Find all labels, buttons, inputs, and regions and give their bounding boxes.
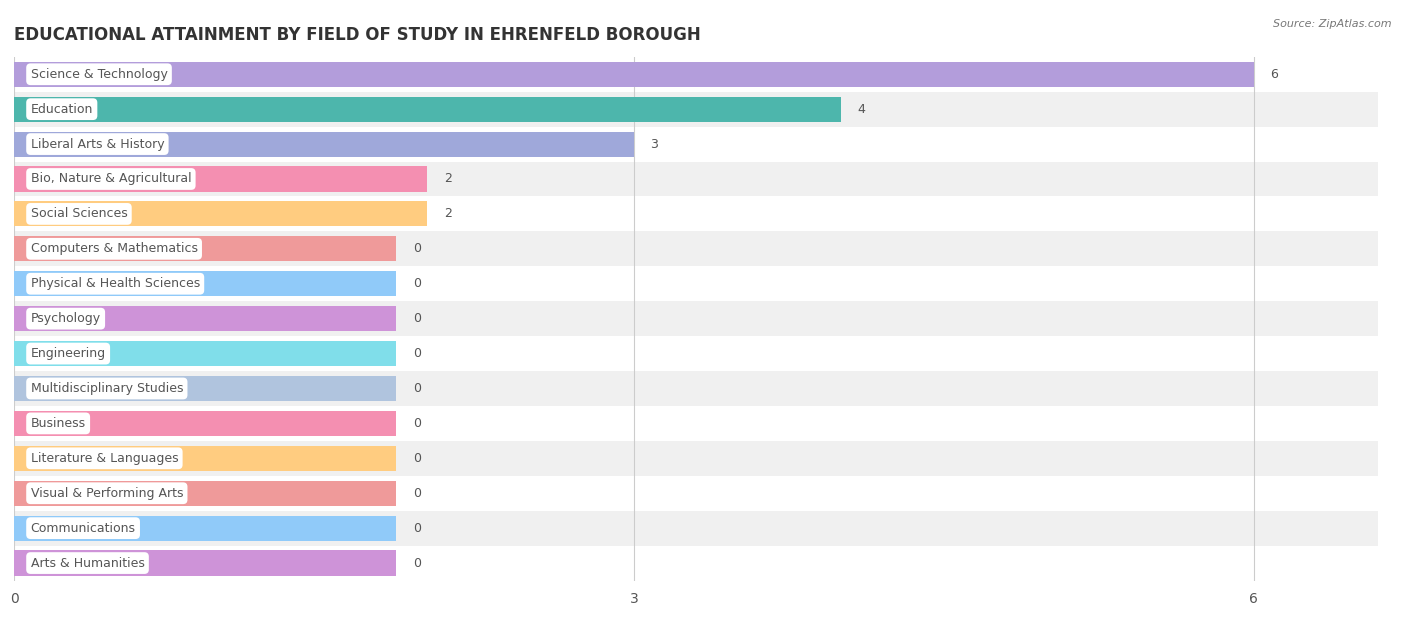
Bar <box>14 476 1378 510</box>
Bar <box>14 162 1378 196</box>
Text: 0: 0 <box>413 277 420 290</box>
Text: Science & Technology: Science & Technology <box>31 68 167 81</box>
Bar <box>14 371 1378 406</box>
Bar <box>14 516 396 541</box>
Bar <box>14 336 1378 371</box>
Bar <box>14 91 1378 127</box>
Bar <box>14 271 396 297</box>
Text: Bio, Nature & Agricultural: Bio, Nature & Agricultural <box>31 172 191 186</box>
Text: 6: 6 <box>1271 68 1278 81</box>
Text: Physical & Health Sciences: Physical & Health Sciences <box>31 277 200 290</box>
Text: Liberal Arts & History: Liberal Arts & History <box>31 138 165 151</box>
Text: 0: 0 <box>413 522 420 534</box>
Text: 4: 4 <box>858 103 865 115</box>
Text: 0: 0 <box>413 452 420 465</box>
Text: Social Sciences: Social Sciences <box>31 208 128 220</box>
Text: Source: ZipAtlas.com: Source: ZipAtlas.com <box>1274 19 1392 29</box>
Bar <box>14 232 1378 266</box>
Text: 0: 0 <box>413 557 420 570</box>
Bar <box>14 62 1254 87</box>
Text: EDUCATIONAL ATTAINMENT BY FIELD OF STUDY IN EHRENFELD BOROUGH: EDUCATIONAL ATTAINMENT BY FIELD OF STUDY… <box>14 26 700 44</box>
Text: Education: Education <box>31 103 93 115</box>
Bar <box>14 411 396 436</box>
Text: Computers & Mathematics: Computers & Mathematics <box>31 242 198 256</box>
Text: 2: 2 <box>444 172 451 186</box>
Text: Psychology: Psychology <box>31 312 101 325</box>
Text: 2: 2 <box>444 208 451 220</box>
Text: 0: 0 <box>413 242 420 256</box>
Bar <box>14 167 427 192</box>
Text: 0: 0 <box>413 487 420 500</box>
Text: 0: 0 <box>413 417 420 430</box>
Bar <box>14 376 396 401</box>
Bar <box>14 127 1378 162</box>
Bar <box>14 481 396 506</box>
Text: Business: Business <box>31 417 86 430</box>
Bar <box>14 236 396 261</box>
Text: Visual & Performing Arts: Visual & Performing Arts <box>31 487 183 500</box>
Text: Communications: Communications <box>31 522 135 534</box>
Bar <box>14 445 396 471</box>
Bar <box>14 510 1378 546</box>
Bar <box>14 341 396 366</box>
Bar <box>14 546 1378 581</box>
Bar <box>14 550 396 575</box>
Bar <box>14 196 1378 232</box>
Bar <box>14 301 1378 336</box>
Text: Engineering: Engineering <box>31 347 105 360</box>
Bar <box>14 57 1378 91</box>
Text: 0: 0 <box>413 382 420 395</box>
Bar <box>14 306 396 331</box>
Bar <box>14 97 841 122</box>
Text: Literature & Languages: Literature & Languages <box>31 452 179 465</box>
Bar <box>14 406 1378 441</box>
Text: 3: 3 <box>651 138 658 151</box>
Text: Arts & Humanities: Arts & Humanities <box>31 557 145 570</box>
Bar <box>14 131 634 156</box>
Bar <box>14 201 427 227</box>
Bar <box>14 266 1378 301</box>
Bar <box>14 441 1378 476</box>
Text: 0: 0 <box>413 312 420 325</box>
Text: Multidisciplinary Studies: Multidisciplinary Studies <box>31 382 183 395</box>
Text: 0: 0 <box>413 347 420 360</box>
